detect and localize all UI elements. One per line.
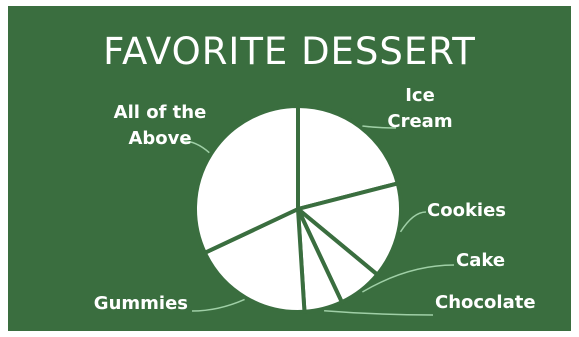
leader-line-all-of-the-above: [182, 140, 210, 154]
slice-label-all-of-the-above: All of the Above: [114, 102, 207, 149]
pie-chart: Ice Cream Cookies Cake Chocolate Gummies All o…: [94, 85, 536, 316]
leader-line-cookies: [399, 211, 427, 233]
slice-label-ice-cream: Ice Cream: [387, 85, 452, 132]
chalkboard-background: FAVORITE DESSERT Ice Cream Cookies Cake Choc…: [8, 6, 571, 331]
leader-line-ice-cream: [362, 125, 397, 129]
slice-label-chocolate: Chocolate: [435, 292, 536, 313]
pie-slice-ice-cream: [296, 104, 400, 211]
pie-slice-cookies: [296, 181, 403, 277]
leader-line-chocolate: [324, 309, 434, 316]
slice-label-cookies: Cookies: [427, 200, 506, 221]
pie-slice-all-of-the-above: [193, 104, 300, 255]
slice-label-gummies: Gummies: [94, 293, 188, 314]
leader-line-gummies: [191, 298, 245, 312]
slice-label-cake: Cake: [456, 250, 505, 271]
leader-line-cake: [362, 264, 455, 293]
pie-slice-gummies: [202, 207, 307, 314]
chart-title: FAVORITE DESSERT: [103, 30, 476, 73]
